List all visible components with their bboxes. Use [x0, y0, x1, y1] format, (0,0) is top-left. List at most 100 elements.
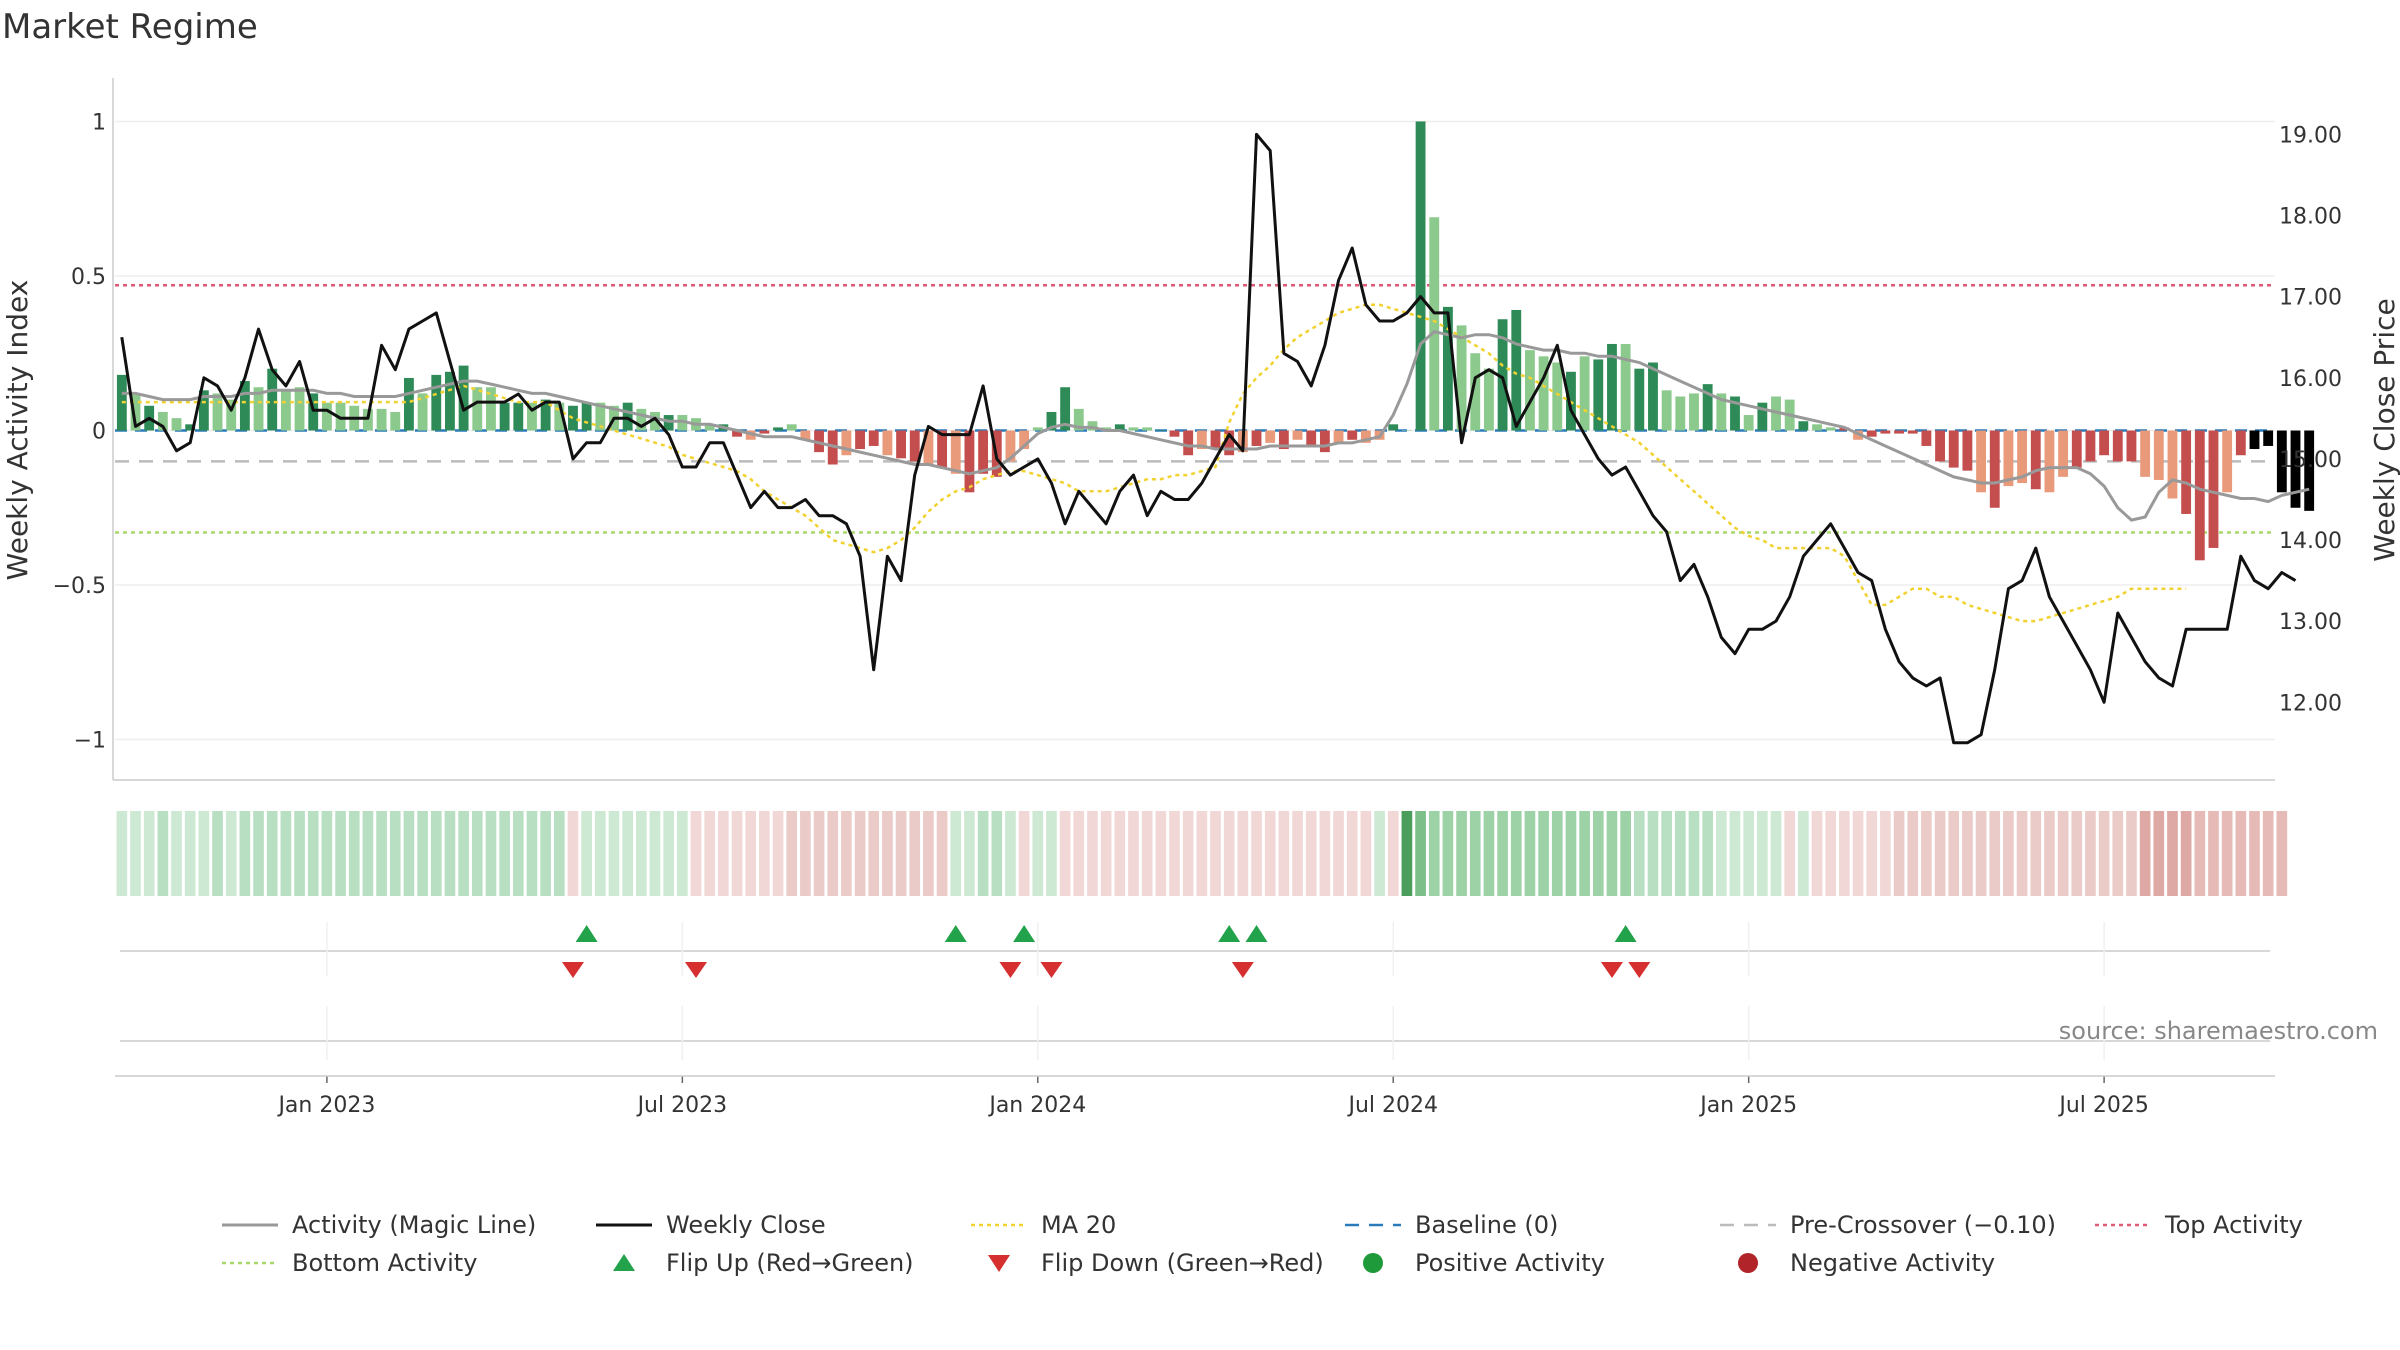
- regime-cell: [786, 811, 798, 896]
- activity-bar: [1101, 427, 1112, 431]
- regime-cell: [622, 811, 633, 896]
- legend-item: Bottom Activity: [222, 1249, 477, 1277]
- activity-bar: [1224, 430, 1235, 456]
- source-credit: source: sharemaestro.com: [2059, 1017, 2378, 1045]
- right-axis-title: Weekly Close Price: [2368, 298, 2400, 561]
- activity-bar: [2153, 430, 2164, 480]
- activity-bar: [404, 377, 414, 431]
- activity-bar: [2167, 430, 2178, 499]
- regime-cell: [1633, 811, 1645, 896]
- flip-down-marker: [1600, 962, 1623, 978]
- legend-label: Baseline (0): [1415, 1211, 1558, 1239]
- activity-bar: [663, 415, 674, 431]
- right-axis-ticks: 19.00 18.00 17.00 16.00 15.00 14.00 13.00 12.00: [2279, 123, 2342, 716]
- activity-bar: [1962, 430, 1973, 471]
- activity-bar: [1593, 359, 1604, 431]
- regime-cell: [895, 811, 907, 896]
- regime-cell: [1674, 811, 1686, 896]
- activity-bar: [1429, 217, 1440, 431]
- legend-swatch: [613, 1254, 635, 1271]
- regime-cell: [1087, 811, 1098, 896]
- regime-cell: [485, 811, 497, 896]
- regime-cell: [307, 811, 319, 896]
- regime-cell: [143, 811, 155, 896]
- regime-cell: [1456, 811, 1467, 896]
- activity-bar: [937, 430, 948, 468]
- right-tick-label: 19.00: [2279, 123, 2342, 148]
- activity-bar: [923, 430, 934, 465]
- legend-label: Bottom Activity: [292, 1249, 477, 1277]
- legend: Activity (Magic Line) Weekly Close MA 20 Ba…: [222, 1211, 2303, 1277]
- date-tick-label: Jan 2023: [276, 1093, 375, 1118]
- activity-bar: [2208, 430, 2219, 548]
- activity-bar: [294, 387, 305, 431]
- right-tick-label: 17.00: [2279, 286, 2342, 311]
- regime-cell: [321, 811, 333, 896]
- regime-cell: [1510, 811, 1522, 896]
- activity-bar: [1798, 421, 1809, 431]
- activity-bar: [1579, 356, 1590, 431]
- activity-bar: [622, 402, 633, 431]
- flip-down-marker: [999, 962, 1022, 978]
- legend-item: Pre-Crossover (−0.10): [1720, 1211, 2056, 1239]
- legend-label: Pre-Crossover (−0.10): [1790, 1211, 2056, 1239]
- regime-cell: [116, 811, 128, 896]
- activity-bar: [1360, 430, 1371, 443]
- regime-cell: [1825, 811, 1837, 896]
- regime-cell: [1155, 811, 1167, 896]
- regime-cell: [1743, 811, 1755, 896]
- legend-label: Top Activity: [2164, 1211, 2303, 1239]
- regime-cell: [1934, 811, 1946, 896]
- left-tick-label: −1: [74, 729, 106, 754]
- activity-bar: [417, 393, 428, 431]
- regime-cell: [2071, 811, 2083, 896]
- regime-cell: [1989, 811, 2001, 896]
- activity-bar: [1935, 430, 1945, 462]
- flip-up-marker: [1614, 925, 1637, 942]
- activity-bar: [157, 411, 168, 431]
- activity-bar: [527, 402, 537, 431]
- activity-bar: [1648, 362, 1658, 431]
- regime-cell: [348, 811, 360, 896]
- activity-bar: [786, 424, 797, 431]
- activity-bar: [1866, 430, 1877, 437]
- activity-bar: [1456, 325, 1467, 431]
- activity-bar: [226, 399, 237, 431]
- regime-cell: [882, 811, 893, 896]
- activity-bar: [239, 381, 250, 431]
- activity-bar: [814, 430, 824, 453]
- legend-item: Weekly Close: [596, 1211, 826, 1239]
- regime-cell: [1770, 811, 1782, 896]
- legend-item: Top Activity: [2095, 1211, 2303, 1239]
- right-tick-label: 16.00: [2279, 367, 2342, 392]
- flip-markers-panel: [120, 922, 2270, 1060]
- activity-bar: [2235, 430, 2246, 456]
- flip-down-marker: [685, 962, 708, 978]
- regime-cell: [1757, 811, 1768, 896]
- regime-cell: [1305, 811, 1317, 896]
- regime-cell: [1401, 811, 1413, 896]
- series-lines: [120, 132, 2310, 745]
- regime-cell: [130, 811, 141, 896]
- activity-bar: [1894, 430, 1904, 434]
- regime-cell: [389, 811, 401, 896]
- flip-down-marker: [561, 962, 584, 978]
- activity-bar: [1292, 430, 1303, 440]
- activity-bar: [1319, 430, 1330, 453]
- regime-cell: [772, 811, 784, 896]
- activity-bar: [1634, 368, 1645, 431]
- activity-bar: [1073, 408, 1084, 431]
- regime-cell: [813, 811, 825, 896]
- activity-bar: [1689, 393, 1699, 431]
- activity-bar: [2194, 430, 2205, 561]
- activity-bar: [950, 430, 961, 474]
- activity-bar: [2030, 430, 2041, 490]
- activity-bar: [1702, 384, 1713, 431]
- regime-cell: [1702, 811, 1713, 896]
- activity-bar: [499, 402, 510, 431]
- regime-cell: [1100, 811, 1112, 896]
- activity-bar: [2099, 430, 2110, 456]
- regime-cell: [294, 811, 305, 896]
- regime-cell: [1647, 811, 1659, 896]
